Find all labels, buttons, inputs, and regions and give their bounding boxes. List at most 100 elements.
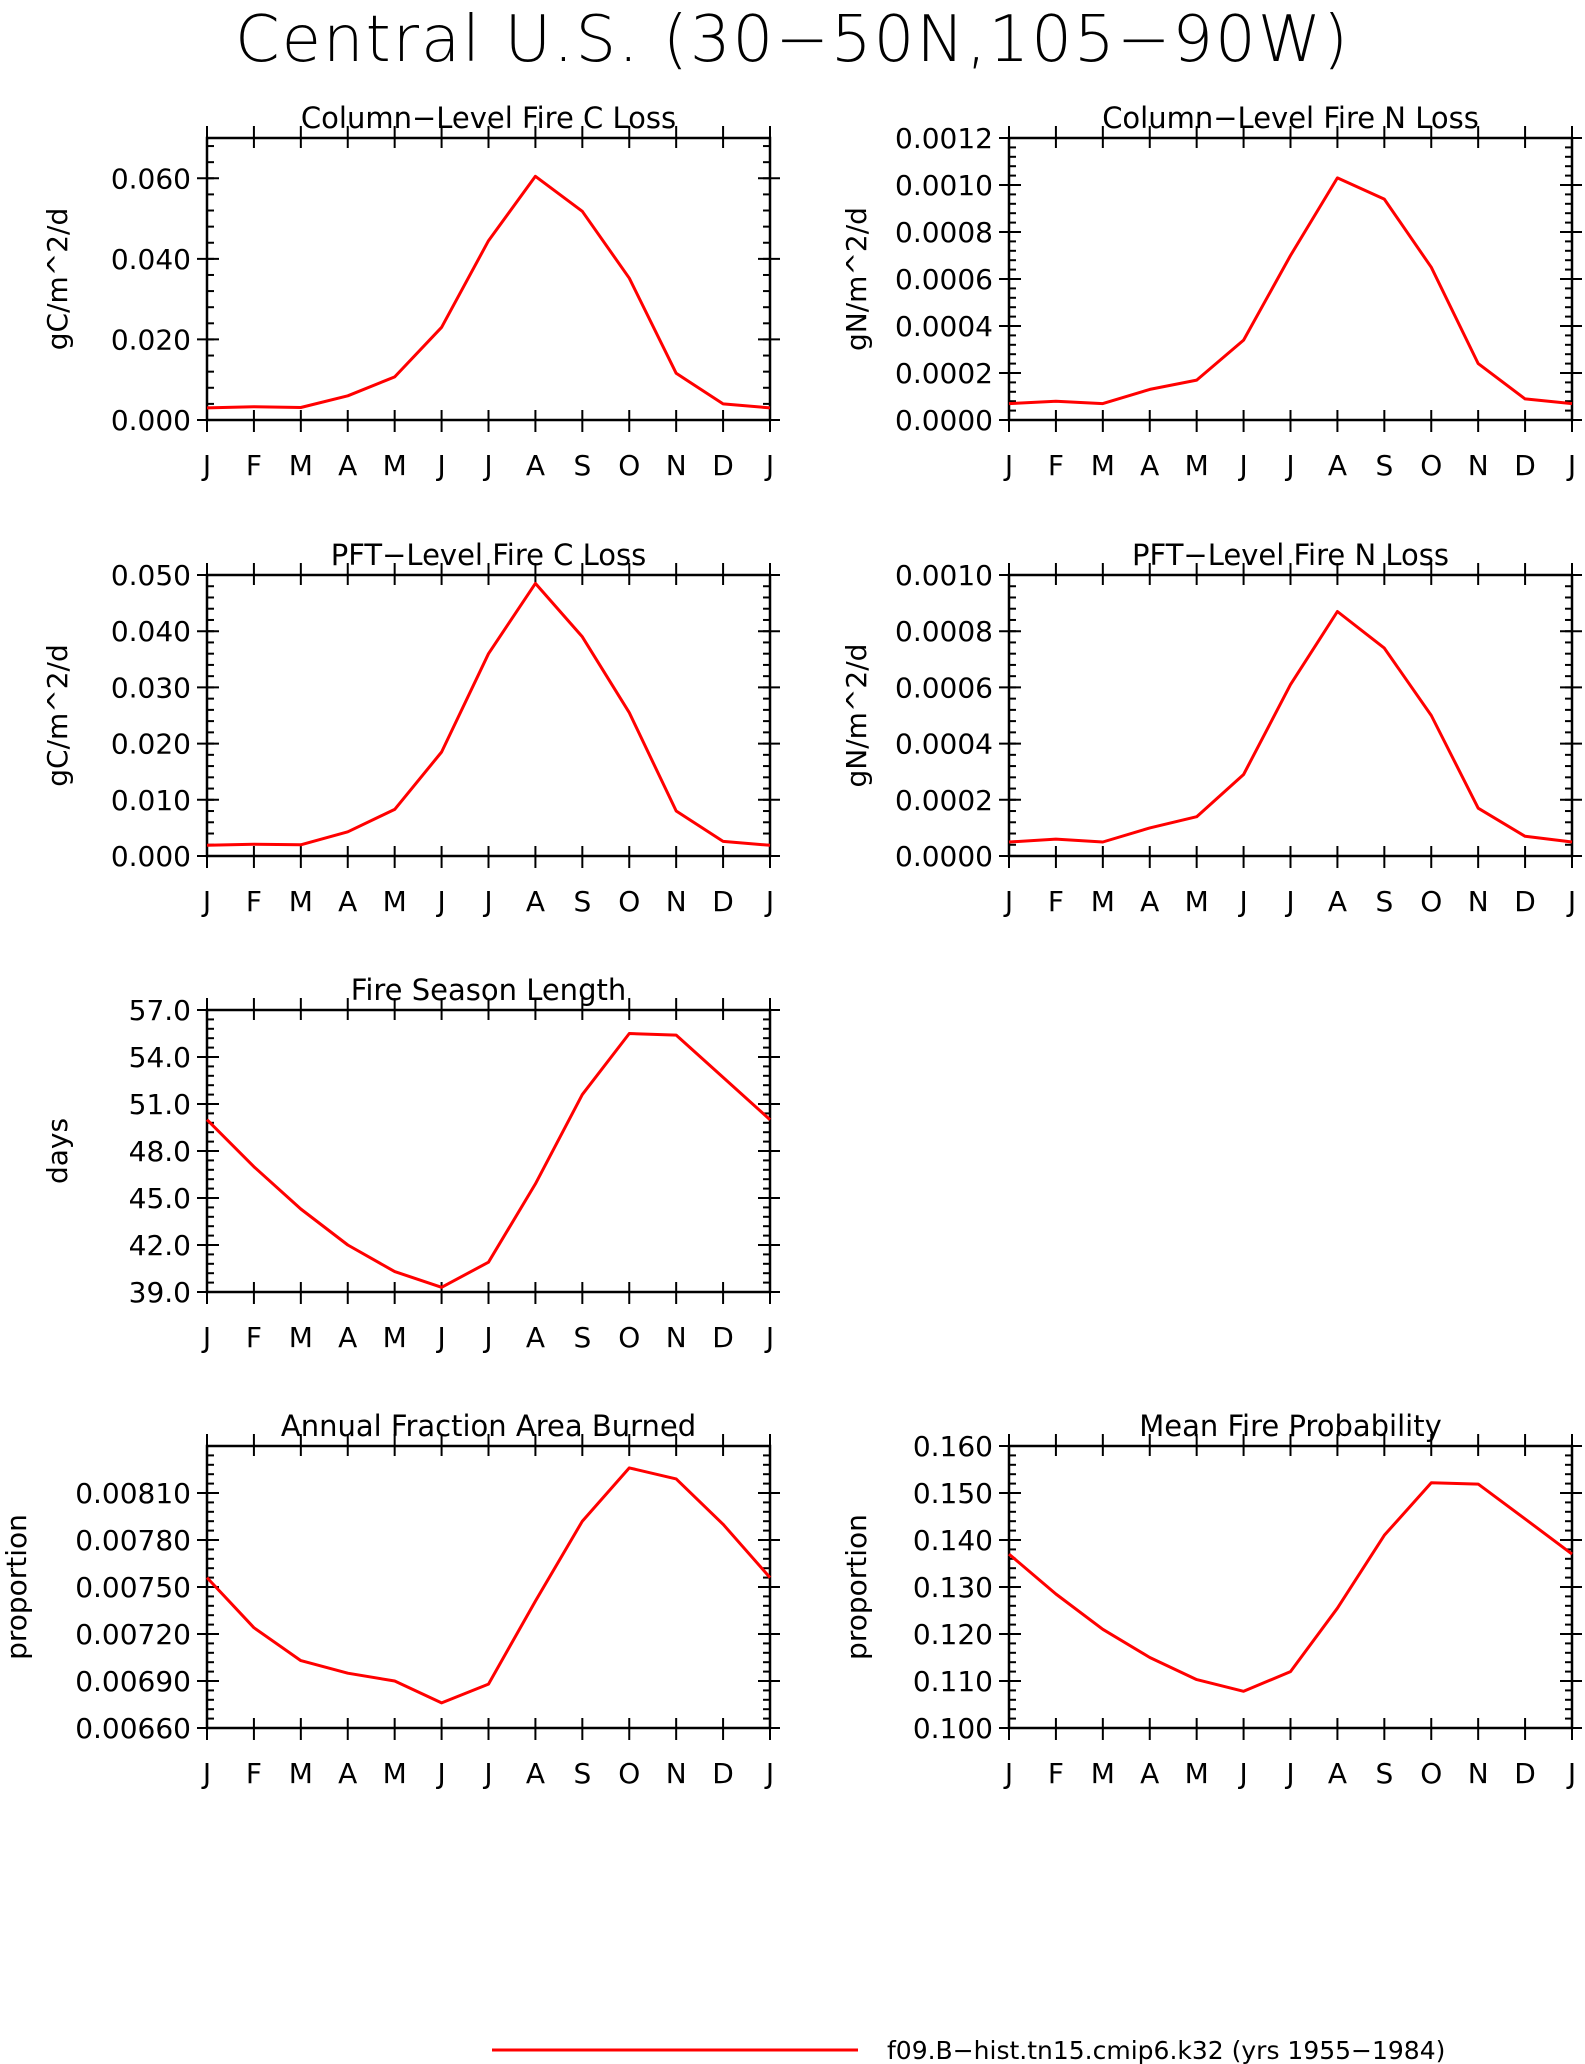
y-tick-label: 0.0010 [895, 559, 993, 592]
x-tick-label: N [1468, 449, 1489, 482]
x-tick-label: A [1328, 1757, 1347, 1790]
x-tick-label: F [1048, 449, 1064, 482]
panel-title: Mean Fire Probability [1139, 1409, 1442, 1443]
y-tick-label: 0.0006 [895, 263, 993, 296]
y-tick-label: 0.00690 [75, 1665, 191, 1698]
y-tick-label: 0.110 [913, 1665, 993, 1698]
x-tick-label: D [712, 885, 734, 918]
x-tick-label: D [712, 1757, 734, 1790]
plot-frame [205, 1008, 772, 1294]
y-tick-label: 0.050 [111, 559, 191, 592]
x-tick-label: M [1091, 885, 1115, 918]
x-tick-label: A [526, 885, 545, 918]
y-tick-label: 0.0004 [895, 728, 993, 761]
x-tick-label: N [1468, 1757, 1489, 1790]
y-axis-label: gC/m^2/d [41, 644, 74, 787]
x-tick-label: J [1237, 1757, 1247, 1790]
x-tick-label: A [338, 1757, 357, 1790]
y-tick-label: 0.00810 [75, 1477, 191, 1510]
x-tick-label: D [1514, 885, 1536, 918]
x-tick-label: F [246, 449, 262, 482]
x-tick-label: S [1375, 1757, 1393, 1790]
x-tick-label: J [764, 1321, 774, 1354]
y-tick-label: 54.0 [129, 1041, 191, 1074]
x-tick-label: A [526, 1321, 545, 1354]
series-line [206, 581, 771, 847]
x-tick-label: O [618, 885, 640, 918]
x-tick-label: M [1185, 449, 1209, 482]
x-tick-label: S [573, 449, 591, 482]
chart-panel-2: 0.0000 0.0002 0.0004 0.0006 0.0008 0.0010 0.00… [840, 101, 1582, 482]
x-tick-label: M [383, 1757, 407, 1790]
y-axis-label: gC/m^2/d [41, 208, 74, 351]
y-tick-label: 0.000 [111, 840, 191, 873]
x-tick-label: J [1237, 449, 1247, 482]
x-tick-label: D [712, 1321, 734, 1354]
x-tick-label: M [289, 1321, 313, 1354]
x-tick-label: N [666, 1757, 687, 1790]
y-tick-label: 0.100 [913, 1712, 993, 1745]
y-tick-label: 0.030 [111, 671, 191, 704]
x-tick-label: S [1375, 885, 1393, 918]
x-tick-label: J [1237, 885, 1247, 918]
y-tick-label: 0.150 [913, 1477, 993, 1510]
x-tick-label: J [1566, 449, 1576, 482]
x-tick-label: J [482, 1757, 492, 1790]
x-tick-label: N [1468, 885, 1489, 918]
y-axis-label: days [41, 1118, 74, 1184]
y-axis-label: gN/m^2/d [840, 644, 873, 788]
x-tick-label: M [1185, 1757, 1209, 1790]
x-tick-label: M [383, 885, 407, 918]
x-tick-label: J [1284, 885, 1294, 918]
x-tick-label: O [1420, 885, 1442, 918]
x-tick-label: J [1003, 1757, 1013, 1790]
y-tick-label: 42.0 [129, 1229, 191, 1262]
x-tick-label: M [1091, 449, 1115, 482]
y-tick-label: 0.0000 [895, 404, 993, 437]
y-tick-label: 0.160 [913, 1430, 993, 1463]
x-tick-label: A [1140, 449, 1159, 482]
y-axis-label: gN/m^2/d [840, 207, 873, 351]
series-line [205, 1032, 772, 1289]
x-tick-label: J [435, 1757, 445, 1790]
panel-title: Fire Season Length [351, 973, 626, 1007]
y-tick-label: 51.0 [129, 1088, 191, 1121]
y-tick-label: 0.0006 [895, 671, 993, 704]
x-tick-label: J [435, 449, 445, 482]
y-tick-label: 0.0010 [895, 169, 993, 202]
x-tick-label: J [1003, 449, 1013, 482]
x-tick-label: F [246, 1757, 262, 1790]
x-tick-label: J [201, 449, 211, 482]
x-tick-label: M [289, 449, 313, 482]
panel-title: Column−Level Fire C Loss [301, 101, 676, 135]
y-tick-label: 0.140 [913, 1524, 993, 1557]
x-tick-label: N [666, 885, 687, 918]
x-tick-label: J [482, 1321, 492, 1354]
x-tick-label: J [482, 885, 492, 918]
x-tick-label: A [1140, 885, 1159, 918]
series-line [206, 174, 771, 410]
plot-frame [205, 1444, 772, 1730]
x-tick-label: N [666, 1321, 687, 1354]
x-tick-label: S [573, 1757, 591, 1790]
x-tick-label: J [482, 449, 492, 482]
x-tick-label: O [618, 449, 640, 482]
x-tick-label: J [1566, 1757, 1576, 1790]
x-tick-label: S [573, 1321, 591, 1354]
chart-panel-6: 0.00660 0.00690 0.00720 0.00750 0.00780 0.008… [0, 1409, 780, 1790]
plot-frame [1007, 136, 1574, 422]
series-line [1008, 610, 1573, 844]
x-tick-label: A [526, 449, 545, 482]
x-tick-label: M [289, 1757, 313, 1790]
x-tick-label: O [618, 1757, 640, 1790]
x-tick-label: M [383, 1321, 407, 1354]
x-tick-label: S [573, 885, 591, 918]
panel-title: Annual Fraction Area Burned [281, 1409, 696, 1443]
x-tick-label: J [201, 1757, 211, 1790]
y-tick-label: 57.0 [129, 994, 191, 1027]
x-tick-label: D [1514, 449, 1536, 482]
y-tick-label: 0.120 [913, 1618, 993, 1651]
series-line [1008, 1481, 1573, 1693]
x-tick-label: A [338, 1321, 357, 1354]
